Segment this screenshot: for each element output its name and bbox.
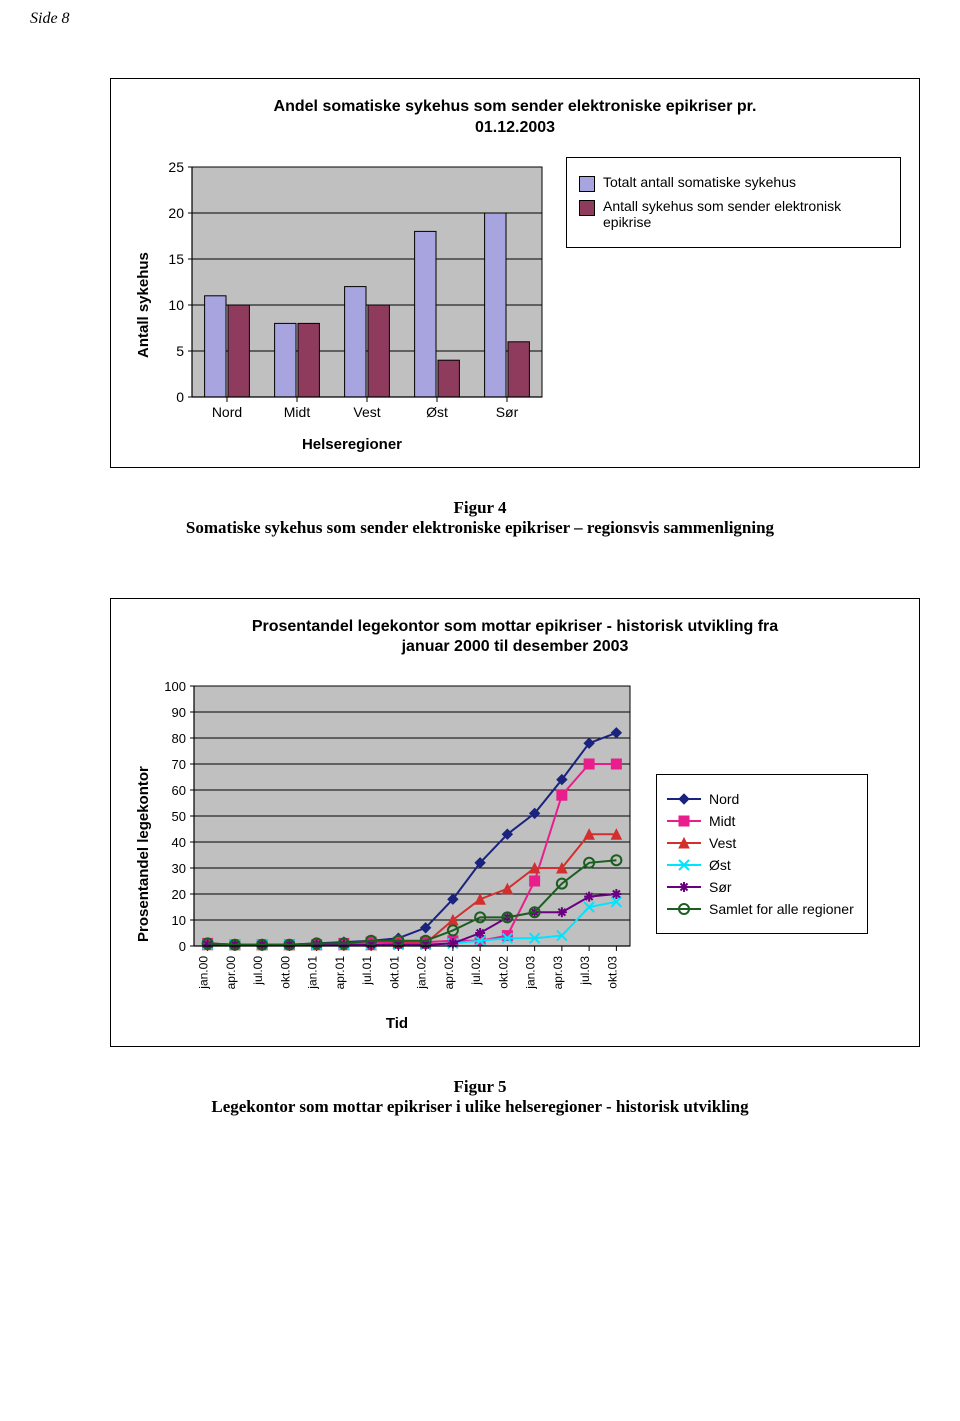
figure4-id: Figur 4 [30, 498, 930, 518]
svg-text:30: 30 [172, 861, 186, 876]
legend-label: Nord [709, 791, 739, 807]
bar-x-axis-title: Helseregioner [152, 436, 552, 453]
svg-text:70: 70 [172, 757, 186, 772]
legend-label: Antall sykehus som sender elektronisk ep… [603, 198, 888, 232]
svg-text:Nord: Nord [212, 404, 242, 420]
line-legend-item: Nord [667, 791, 857, 807]
page-side-label: Side 8 [30, 10, 930, 28]
line-legend-item: Midt [667, 813, 857, 829]
figure4-desc: Somatiske sykehus som sender elektronisk… [30, 518, 930, 538]
svg-text:okt.00: okt.00 [278, 956, 292, 989]
legend-label: Sør [709, 879, 732, 895]
legend-label: Totalt antall somatiske sykehus [603, 174, 796, 191]
line-legend-box: Nord Midt Vest Øst Sør Samlet for alle region… [656, 774, 868, 934]
svg-text:apr.03: apr.03 [551, 956, 565, 990]
svg-text:25: 25 [168, 159, 184, 175]
legend-label: Midt [709, 813, 735, 829]
svg-text:0: 0 [179, 939, 186, 954]
legend-swatch [579, 200, 595, 216]
svg-text:Øst: Øst [426, 404, 448, 420]
legend-label: Øst [709, 857, 731, 873]
line-x-axis-title: Tid [152, 1015, 642, 1032]
svg-text:10: 10 [172, 913, 186, 928]
bar-y-axis-title: Antall sykehus [129, 157, 152, 453]
bar-legend-box: Totalt antall somatiske sykehus Antall sy… [566, 157, 901, 249]
svg-text:50: 50 [172, 809, 186, 824]
svg-text:okt.02: okt.02 [496, 956, 510, 989]
legend-marker [667, 902, 701, 916]
svg-text:jan.02: jan.02 [415, 956, 429, 990]
line-chart-svg: 0 10 20 30 40 50 60 70 80 90 100 jan.00 apr.00 jul.00… [152, 676, 642, 1006]
svg-text:Midt: Midt [284, 404, 311, 420]
legend-marker [667, 792, 701, 806]
legend-marker [667, 836, 701, 850]
bar-chart-title: Andel somatiske sykehus som sender elekt… [129, 97, 901, 139]
figure4-caption: Figur 4 Somatiske sykehus som sender ele… [30, 498, 930, 538]
bar-legend-item: Totalt antall somatiske sykehus [579, 174, 888, 192]
svg-text:jan.00: jan.00 [197, 956, 211, 990]
legend-label: Vest [709, 835, 736, 851]
line-legend-item: Øst [667, 857, 857, 873]
legend-label: Samlet for alle regioner [709, 901, 854, 917]
svg-text:jul.00: jul.00 [251, 956, 265, 986]
svg-text:5: 5 [176, 343, 184, 359]
svg-text:jul.01: jul.01 [360, 956, 374, 986]
bar-chart-title-line2: 01.12.2003 [475, 119, 555, 136]
figure5-caption: Figur 5 Legekontor som mottar epikriser … [30, 1077, 930, 1117]
svg-text:Sør: Sør [496, 404, 519, 420]
svg-text:0: 0 [176, 389, 184, 405]
legend-marker [667, 880, 701, 894]
svg-text:okt.01: okt.01 [387, 956, 401, 989]
line-chart-title-line1: Prosentandel legekontor som mottar epikr… [252, 618, 778, 635]
svg-text:15: 15 [168, 251, 184, 267]
svg-text:jan.03: jan.03 [524, 956, 538, 990]
svg-text:jul.03: jul.03 [578, 956, 592, 986]
line-plot-area: 0 10 20 30 40 50 60 70 80 90 100 jan.00 apr.00 jul.00… [152, 676, 642, 1032]
line-legend-item: Samlet for alle regioner [667, 901, 857, 917]
line-legend-item: Sør [667, 879, 857, 895]
bar-plot-area: 0 5 10 15 20 25 Nord Midt Vest Øst Sør Helseregion… [152, 157, 552, 453]
legend-marker [667, 814, 701, 828]
bar-chart-container: Andel somatiske sykehus som sender elekt… [110, 78, 920, 468]
svg-text:apr.01: apr.01 [333, 956, 347, 990]
line-chart-title: Prosentandel legekontor som mottar epikr… [129, 617, 901, 659]
svg-text:apr.00: apr.00 [224, 956, 238, 990]
svg-text:40: 40 [172, 835, 186, 850]
svg-text:jul.02: jul.02 [469, 956, 483, 986]
svg-text:jan.01: jan.01 [306, 956, 320, 990]
svg-text:20: 20 [172, 887, 186, 902]
legend-marker [667, 858, 701, 872]
svg-text:60: 60 [172, 783, 186, 798]
line-legend-item: Vest [667, 835, 857, 851]
line-chart-title-line2: januar 2000 til desember 2003 [402, 638, 629, 655]
line-chart-container: Prosentandel legekontor som mottar epikr… [110, 598, 920, 1048]
svg-text:90: 90 [172, 705, 186, 720]
svg-text:apr.02: apr.02 [442, 956, 456, 990]
svg-text:okt.03: okt.03 [605, 956, 619, 989]
svg-text:Vest: Vest [353, 404, 380, 420]
figure5-desc: Legekontor som mottar epikriser i ulike … [30, 1097, 930, 1117]
bar-legend-item: Antall sykehus som sender elektronisk ep… [579, 198, 888, 232]
svg-text:80: 80 [172, 731, 186, 746]
svg-text:10: 10 [168, 297, 184, 313]
bar-chart-title-line1: Andel somatiske sykehus som sender elekt… [274, 98, 757, 115]
bar-chart-svg: 0 5 10 15 20 25 Nord Midt Vest Øst Sør [152, 157, 552, 427]
legend-swatch [579, 176, 595, 192]
svg-text:100: 100 [164, 679, 186, 694]
line-y-axis-title: Prosentandel legekontor [129, 676, 152, 1032]
svg-text:20: 20 [168, 205, 184, 221]
figure5-id: Figur 5 [30, 1077, 930, 1097]
